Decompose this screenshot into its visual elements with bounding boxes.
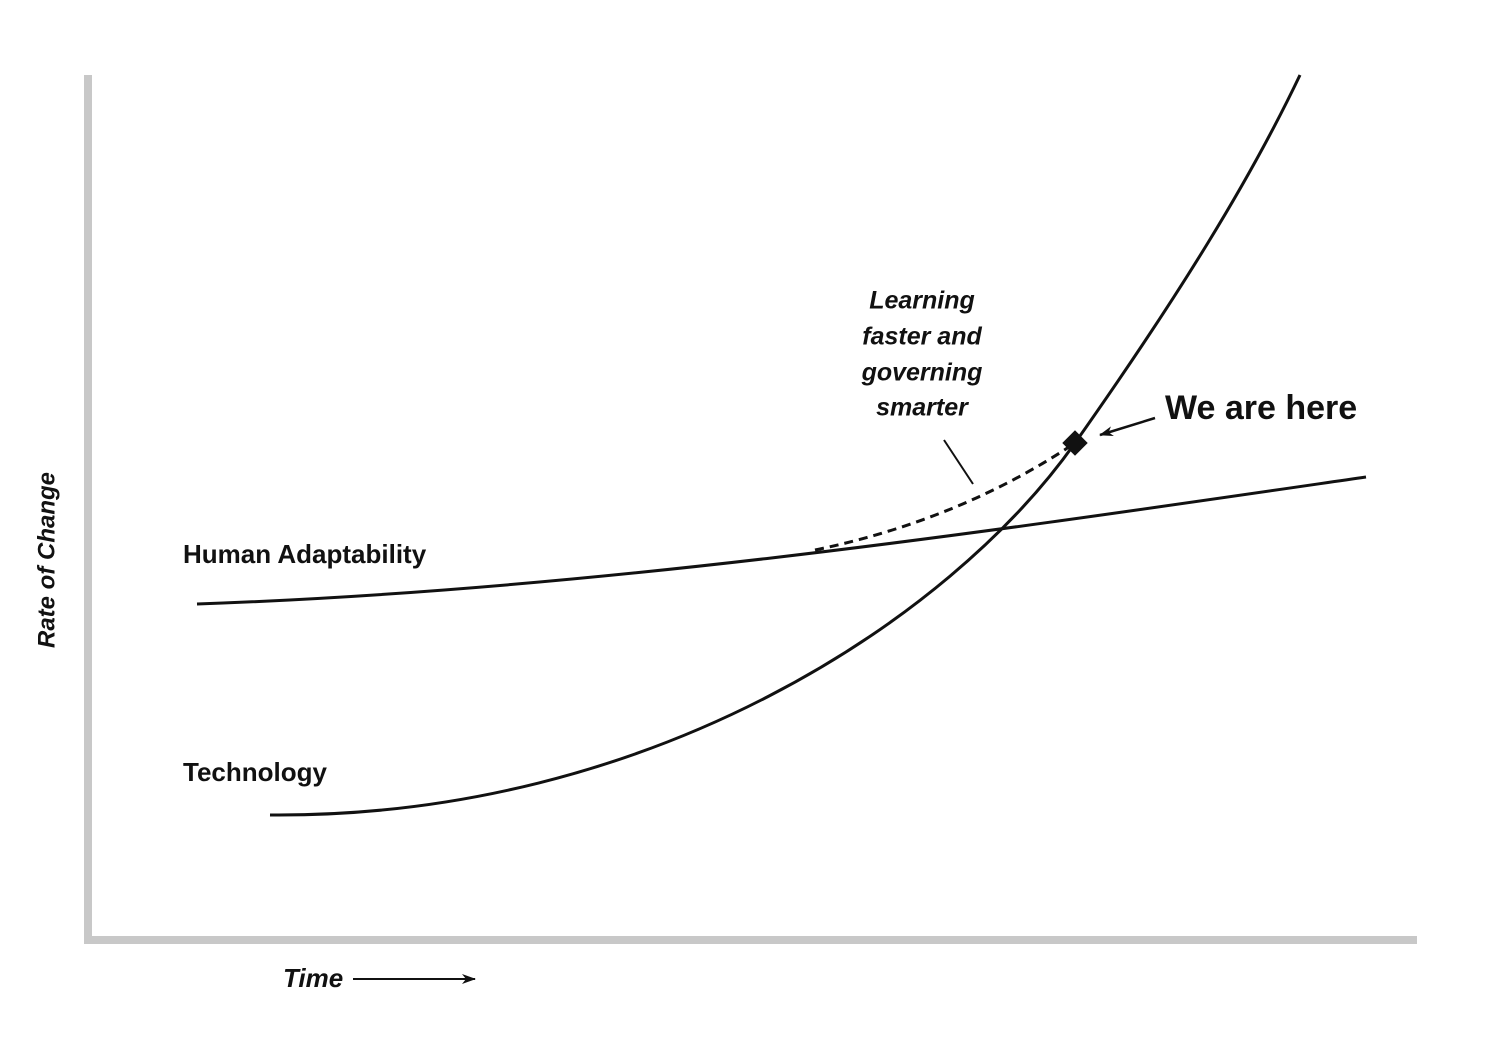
annotation-line: governing [861, 359, 983, 387]
learning-curve [814, 441, 1076, 552]
leader-line [943, 439, 974, 485]
here-marker [1062, 430, 1088, 456]
annotation-line: Learning [869, 287, 975, 315]
annotation-line: faster and [862, 323, 982, 351]
curve-label: Human Adaptability [183, 539, 427, 569]
curve-label: Technology [183, 757, 328, 787]
here-label: We are here [1165, 389, 1357, 427]
annotation-line: smarter [876, 394, 969, 422]
y-axis-label: Rate of Change [33, 472, 60, 648]
technology-curve [269, 74, 1302, 817]
human-adaptability-curve [196, 475, 1367, 606]
x-axis-label: Time [283, 963, 343, 993]
here-arrow [1099, 416, 1156, 437]
